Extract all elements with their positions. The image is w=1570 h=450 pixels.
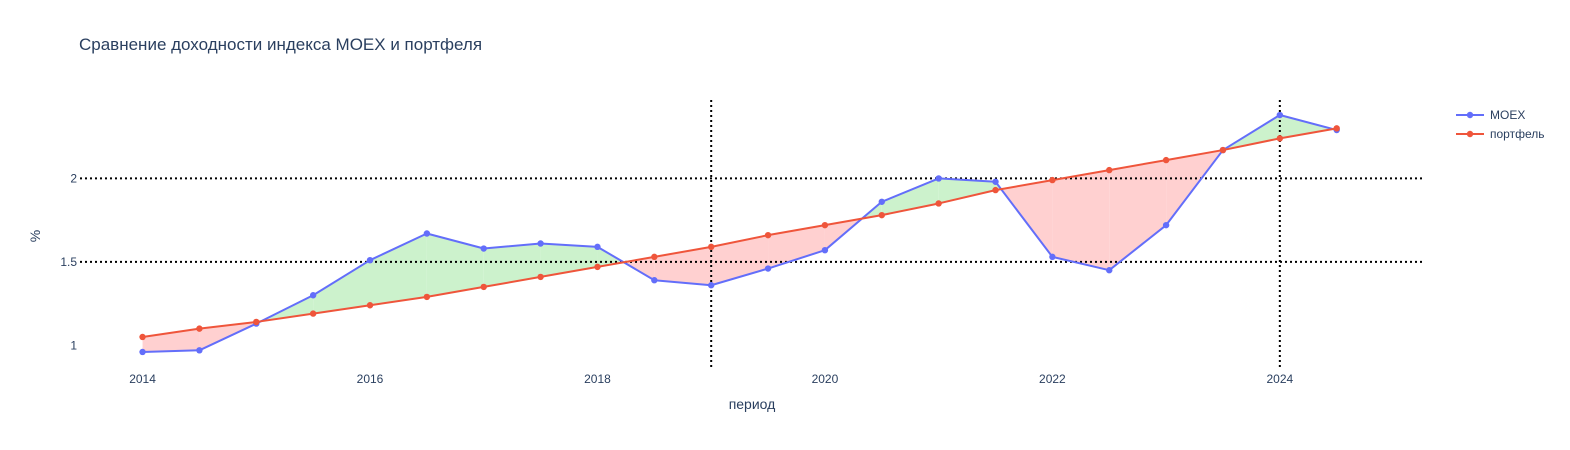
y-tick-label: 1: [70, 338, 77, 352]
data-point-portfolio: [935, 200, 942, 207]
x-tick-label: 2016: [357, 372, 384, 386]
data-point-moex: [480, 245, 487, 252]
x-tick-label: 2020: [812, 372, 839, 386]
fill-moex-above: [1279, 115, 1333, 139]
fill-moex-below: [1001, 180, 1053, 257]
y-tick-label: 1.5: [60, 255, 77, 269]
data-point-portfolio: [309, 310, 317, 317]
fill-moex-above: [938, 178, 996, 204]
fill-moex-below: [1109, 160, 1167, 271]
data-point-portfolio: [764, 231, 772, 239]
data-point-moex: [1049, 253, 1056, 261]
data-point-portfolio: [1162, 156, 1170, 164]
data-point-portfolio: [1333, 125, 1340, 132]
series-line-portfolio: [142, 127, 1337, 338]
legend[interactable]: MOEX портфель: [1456, 108, 1544, 141]
legend-marker-portfolio: [1466, 130, 1474, 138]
legend-label-moex: MOEX: [1490, 108, 1525, 122]
data-point-moex: [1162, 221, 1170, 229]
data-point-moex: [707, 282, 715, 289]
x-tick-label: 2014: [129, 372, 156, 386]
series-line-moex: [142, 114, 1337, 353]
data-point-moex: [366, 257, 374, 264]
data-point-portfolio: [1276, 135, 1284, 142]
data-point-portfolio: [878, 211, 885, 219]
x-axis-title: период: [729, 396, 776, 412]
data-point-portfolio: [139, 333, 146, 341]
legend-label-portfolio: портфель: [1490, 127, 1544, 141]
y-tick-label: 2: [70, 171, 77, 185]
difference-fill-area: [142, 115, 1337, 352]
data-point-moex: [139, 348, 146, 356]
data-point-moex: [537, 240, 544, 247]
reference-lines: [80, 100, 1422, 367]
series-layer: [139, 111, 1340, 356]
data-point-moex: [309, 292, 317, 299]
fill-moex-above: [370, 233, 427, 306]
data-point-moex: [196, 347, 203, 354]
fill-moex-below: [142, 328, 200, 352]
chart-title: Сравнение доходности индекса MOEX и порт…: [79, 35, 482, 54]
fill-moex-below: [768, 225, 825, 269]
data-point-portfolio: [196, 325, 203, 332]
data-point-portfolio: [821, 221, 829, 229]
data-point-moex: [594, 243, 601, 251]
x-axis-ticks: 2014 2016 2018 2020 2022 2024: [129, 372, 1293, 386]
fill-moex-below: [711, 235, 769, 286]
data-point-moex: [935, 175, 942, 182]
fill-moex-below: [654, 246, 712, 286]
data-point-portfolio: [594, 263, 601, 271]
legend-marker-moex: [1466, 111, 1474, 119]
fill-moex-above: [426, 233, 484, 297]
data-point-portfolio: [1049, 176, 1056, 184]
y-axis-ticks: 11.52: [60, 171, 77, 352]
data-point-portfolio: [651, 253, 658, 261]
x-tick-label: 2018: [584, 372, 611, 386]
data-point-portfolio: [1106, 166, 1113, 174]
data-point-moex: [878, 198, 885, 205]
data-point-moex: [651, 277, 658, 284]
data-point-portfolio: [423, 293, 431, 301]
x-tick-label: 2022: [1039, 372, 1066, 386]
data-point-portfolio: [992, 186, 999, 194]
data-point-portfolio: [1219, 146, 1227, 154]
data-point-moex: [821, 246, 829, 254]
data-point-portfolio: [253, 318, 260, 326]
data-point-portfolio: [480, 283, 487, 291]
y-axis-title: %: [27, 230, 43, 242]
fill-moex-above: [483, 243, 541, 287]
data-point-moex: [764, 265, 772, 272]
x-tick-label: 2024: [1266, 372, 1293, 386]
data-point-moex: [1106, 267, 1113, 274]
data-point-portfolio: [537, 273, 544, 281]
data-point-moex: [992, 178, 999, 185]
data-point-moex: [1276, 111, 1284, 119]
data-point-portfolio: [366, 302, 374, 309]
fill-moex-above: [313, 260, 371, 314]
data-point-moex: [423, 230, 431, 237]
fill-moex-below: [1052, 170, 1110, 271]
data-point-portfolio: [707, 243, 715, 251]
